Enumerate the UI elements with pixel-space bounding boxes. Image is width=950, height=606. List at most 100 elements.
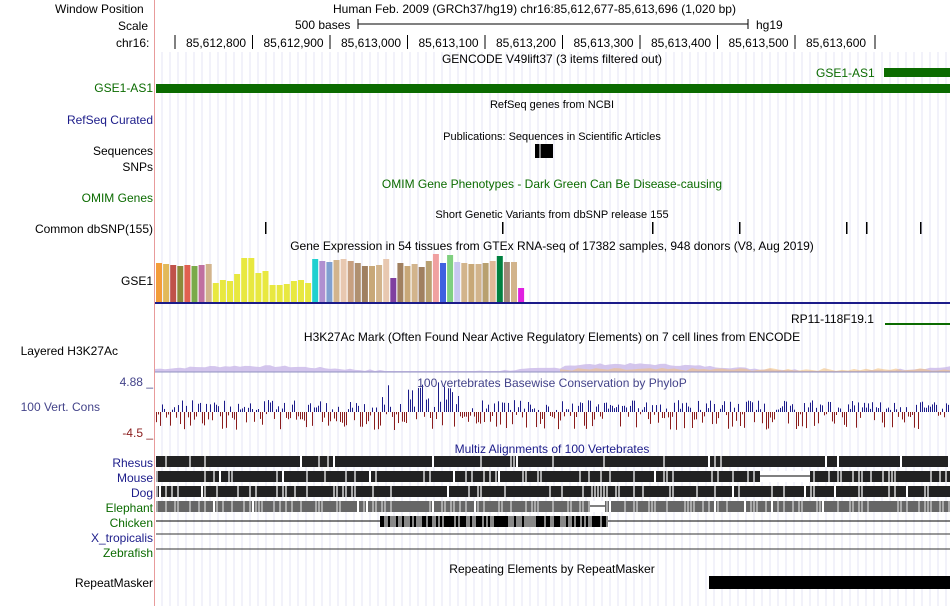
alignment-block — [558, 516, 560, 527]
alignment-gap — [237, 486, 239, 497]
phylop-bar — [790, 405, 791, 412]
alignment-gap — [567, 501, 569, 512]
omim-track-title[interactable]: OMIM Gene Phenotypes - Dark Green Can Be… — [381, 177, 723, 191]
phylop-bar — [312, 412, 313, 426]
phylop-bar — [466, 412, 467, 417]
species-label-elephant[interactable]: Elephant — [105, 501, 153, 515]
alignment-gap — [858, 501, 860, 512]
repeat-track-title[interactable]: Repeating Elements by RepeatMasker — [449, 562, 655, 576]
phylop-bar — [460, 412, 461, 417]
alignment-block — [500, 516, 502, 527]
phylop-bar — [708, 408, 709, 412]
cons-track-label[interactable]: 100 Vert. Cons — [20, 400, 100, 414]
phylop-bar — [714, 403, 715, 412]
snps-track-label[interactable]: SNPs — [122, 160, 153, 174]
gtex-track-title[interactable]: Gene Expression in 54 tissues from GTEx … — [290, 239, 814, 253]
phylop-bar — [776, 409, 777, 412]
phylop-bar — [400, 404, 401, 412]
h3k27-track-title[interactable]: H3K27Ac Mark (Often Found Near Active Re… — [303, 330, 801, 344]
gencode-track-title[interactable]: GENCODE V49lift37 (3 items filtered out) — [441, 52, 663, 66]
phylop-bar — [358, 405, 359, 412]
alignment-gap — [777, 501, 779, 512]
gse1as1-track-label[interactable]: GSE1-AS1 — [94, 81, 153, 95]
phylop-bar — [268, 400, 269, 412]
alignment-gap — [870, 471, 872, 482]
phylop-bar — [604, 402, 605, 412]
phylop-bar — [216, 404, 217, 412]
alignment-gap — [204, 471, 206, 482]
publications-track-title[interactable]: Publications: Sequences in Scientific Ar… — [443, 131, 661, 143]
phylop-bar — [336, 412, 337, 422]
phylop-bar — [926, 407, 927, 412]
species-label-chicken[interactable]: Chicken — [109, 516, 153, 530]
multiz-track-title[interactable]: Multiz Alignments of 100 Vertebrates — [454, 442, 650, 456]
refseq-track-label[interactable]: RefSeq Curated — [66, 113, 153, 127]
alignment-gap — [603, 456, 605, 467]
alignment-gap — [888, 486, 890, 497]
alignment-block — [566, 516, 568, 527]
species-label-zebrafish[interactable]: Zebrafish — [102, 546, 153, 560]
h3k27-track-label[interactable]: Layered H3K27Ac — [20, 344, 118, 358]
phylop-bar — [542, 412, 543, 419]
phylop-bar — [856, 412, 857, 428]
phylop-bar — [884, 412, 885, 428]
omim-track-label[interactable]: OMIM Genes — [81, 191, 153, 205]
phylop-track-title[interactable]: 100 vertebrates Basewise Conservation by… — [417, 376, 687, 390]
alignment-block — [400, 516, 402, 527]
alignment-block — [478, 516, 480, 527]
phylop-bar — [634, 400, 635, 412]
alignment-block — [428, 516, 430, 527]
phylop-bar — [720, 408, 721, 412]
phylop-bar — [828, 401, 829, 412]
alignment-gap — [663, 471, 665, 482]
sequences-track-label[interactable]: Sequences — [92, 144, 153, 158]
alignment-gap — [840, 471, 842, 482]
phylop-bar — [768, 412, 769, 429]
alignment-block — [458, 516, 460, 527]
phylop-bar — [250, 403, 251, 412]
alignment-gap — [654, 471, 656, 482]
dbsnp-track-label[interactable]: Common dbSNP(155) — [34, 222, 153, 236]
repeat-track-label[interactable]: RepeatMasker — [74, 576, 153, 590]
alignment-gap — [750, 501, 752, 512]
phylop-bar — [264, 401, 265, 412]
gse1as1-item-label[interactable]: GSE1-AS1 — [816, 66, 875, 80]
dbsnp-track-title[interactable]: Short Genetic Variants from dbSNP releas… — [435, 209, 669, 221]
phylop-bar — [364, 404, 365, 412]
phylop-bar — [564, 412, 565, 417]
alignment-gap — [273, 501, 275, 512]
phylop-bar — [346, 412, 347, 426]
alignment-gap — [894, 486, 896, 497]
phylop-bar — [764, 403, 765, 412]
phylop-bar — [270, 402, 271, 412]
refseq-track-title[interactable]: RefSeq genes from NCBI — [489, 99, 615, 111]
gtex-bar — [369, 266, 375, 302]
phylop-bar — [718, 412, 719, 419]
species-label-xtropicalis[interactable]: X_tropicalis — [90, 531, 153, 545]
phylop-bar — [212, 412, 213, 421]
alignment-gap — [606, 501, 608, 512]
rp11-item-label[interactable]: RP11-118F19.1 — [791, 312, 874, 326]
gtex-bar — [319, 261, 326, 302]
phylop-bar — [240, 409, 241, 412]
phylop-bar — [588, 400, 589, 412]
alignment-gap — [942, 501, 944, 512]
alignment-gap — [261, 501, 263, 512]
species-label-dog[interactable]: Dog — [130, 486, 153, 500]
alignment-block — [380, 516, 382, 527]
species-label-mouse[interactable]: Mouse — [116, 471, 153, 485]
gtex-track-label[interactable]: GSE1 — [120, 274, 153, 288]
phylop-bar — [316, 407, 317, 412]
phylop-bar — [198, 403, 199, 412]
alignment-block — [460, 516, 462, 527]
alignment-gap — [615, 486, 617, 497]
gtex-bar — [418, 267, 425, 302]
alignment-gap — [282, 486, 284, 497]
alignment-gap — [156, 501, 158, 512]
phylop-bar — [934, 402, 935, 412]
alignment-block — [570, 516, 572, 527]
alignment-gap — [327, 456, 329, 467]
species-label-rhesus[interactable]: Rhesus — [112, 456, 153, 470]
alignment-gap — [654, 501, 656, 512]
phylop-bar — [502, 402, 503, 412]
